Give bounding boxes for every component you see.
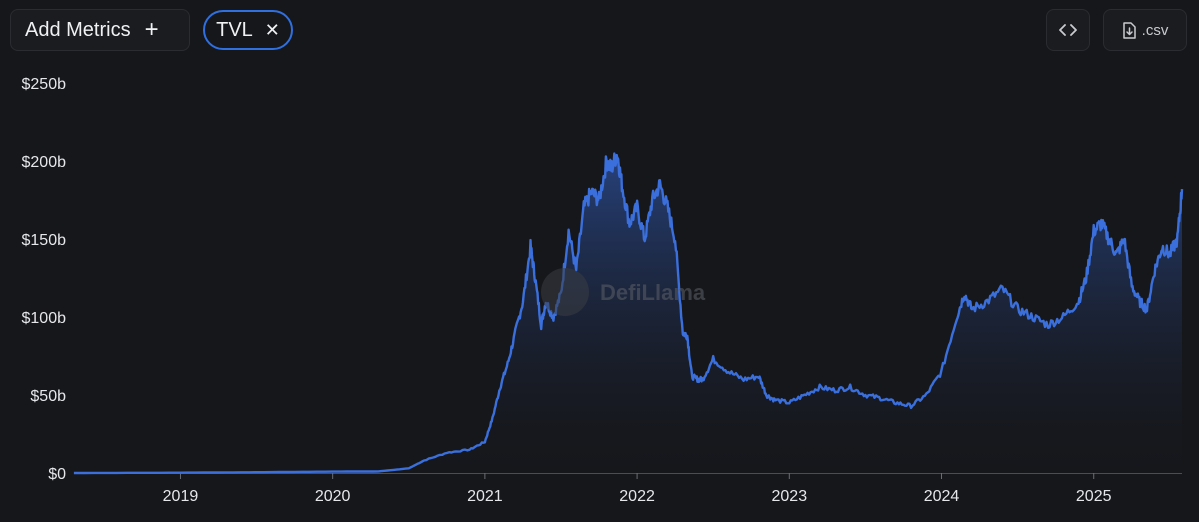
x-tick-label: 2021: [467, 488, 503, 505]
close-icon[interactable]: ✕: [264, 19, 280, 40]
y-tick-label: $250b: [22, 76, 67, 93]
tvl-chip-label: TVL: [216, 18, 253, 41]
x-tick-label: 2022: [619, 488, 655, 505]
embed-code-button[interactable]: [1046, 9, 1090, 51]
download-csv-button[interactable]: .csv: [1103, 9, 1187, 51]
download-file-icon: [1122, 21, 1136, 39]
y-tick-label: $50b: [30, 388, 66, 405]
x-axis: 2019 2020 2021 2022 2023 2024 2025: [80, 473, 1182, 505]
add-metrics-button[interactable]: Add Metrics +: [10, 9, 190, 51]
watermark-text: DefiLlama: [600, 280, 706, 305]
y-tick-label: $200b: [22, 154, 67, 171]
defillama-watermark: DefiLlama: [541, 268, 706, 316]
llama-logo-icon: [541, 268, 589, 316]
code-icon: [1059, 24, 1077, 36]
y-tick-label: $100b: [22, 310, 67, 327]
add-metrics-label: Add Metrics: [25, 18, 131, 41]
plus-icon: +: [144, 16, 159, 43]
y-axis: $0 $50b $100b $150b $200b $250b: [22, 76, 67, 483]
tvl-metric-chip[interactable]: TVL ✕: [203, 10, 293, 50]
x-tick-label: 2019: [163, 488, 199, 505]
y-tick-label: $0: [48, 466, 66, 483]
x-tick-label: 2025: [1076, 488, 1112, 505]
tvl-series-line[interactable]: [73, 152, 1184, 475]
x-tick-label: 2020: [315, 488, 351, 505]
y-tick-label: $150b: [22, 232, 67, 249]
csv-label: .csv: [1141, 21, 1169, 39]
tvl-area-fill: [73, 153, 1182, 473]
x-tick-label: 2023: [772, 488, 808, 505]
x-tick-label: 2024: [924, 488, 960, 505]
